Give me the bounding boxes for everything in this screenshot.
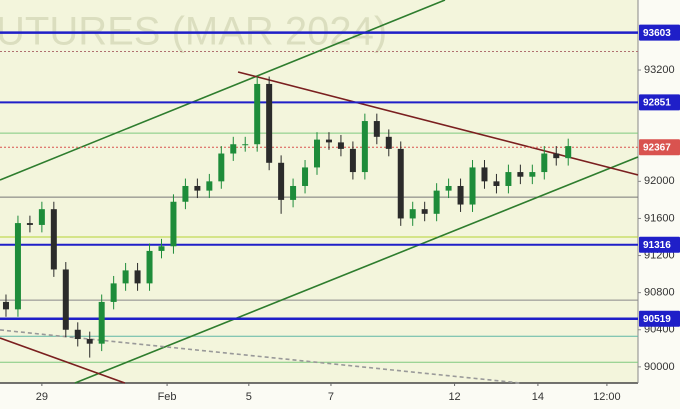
candle-body — [445, 185, 452, 191]
candle-body — [421, 209, 428, 214]
x-tick-label: 12 — [448, 391, 460, 403]
y-tick-label: 90800 — [644, 287, 675, 299]
candle-body — [565, 146, 572, 159]
candle-body — [38, 209, 45, 225]
candle-body — [206, 181, 213, 191]
x-tick-label: Feb — [158, 391, 177, 403]
price-tag-label: 90519 — [643, 314, 671, 325]
candle-body — [182, 185, 189, 202]
price-tag — [639, 310, 680, 327]
candle-body — [62, 269, 69, 330]
candle-body — [2, 301, 9, 310]
price-tag-label: 91316 — [643, 240, 671, 251]
candle-body — [110, 283, 117, 302]
candle-body — [541, 153, 548, 173]
candle-body — [481, 167, 488, 182]
candle-body — [505, 172, 512, 186]
price-tag — [639, 236, 680, 253]
candle-body — [230, 144, 237, 154]
price-tag-label: 92367 — [643, 142, 671, 153]
candle-body — [517, 172, 524, 177]
trendline — [0, 329, 521, 384]
candle-body — [361, 121, 368, 173]
candle-body — [469, 167, 476, 205]
candle-body — [122, 270, 129, 284]
trendline — [0, 337, 126, 384]
candle-body — [314, 139, 321, 168]
candle-body — [26, 223, 33, 225]
axis-background — [638, 0, 680, 409]
candle-body — [14, 223, 21, 310]
x-tick-label: 7 — [328, 391, 334, 403]
candle-body — [134, 270, 141, 284]
x-tick-label: 14 — [532, 391, 544, 403]
candle-body — [409, 209, 416, 219]
y-tick-label: 92000 — [644, 175, 675, 187]
candle-body — [325, 139, 332, 143]
x-tick-label: 5 — [246, 391, 252, 403]
candle-body — [86, 339, 93, 344]
trendline — [237, 71, 639, 176]
y-tick-label: 93200 — [644, 64, 675, 76]
candle-body — [98, 301, 105, 344]
candle-body — [373, 121, 380, 137]
candle-body — [433, 190, 440, 214]
plot-background — [0, 0, 638, 383]
x-tick-label: 12:00 — [593, 391, 621, 403]
candle-body — [242, 144, 249, 146]
candle-body — [218, 153, 225, 182]
x-tick-label: 29 — [36, 391, 48, 403]
y-tick-label: 90000 — [644, 361, 675, 373]
candle-body — [493, 181, 500, 186]
candle-body — [397, 148, 404, 219]
candle-body — [349, 148, 356, 173]
candle-body — [170, 201, 177, 247]
candle-body — [290, 185, 297, 200]
candle-body — [74, 329, 81, 340]
candle-body — [553, 153, 560, 159]
candle-body — [266, 83, 273, 163]
price-tag-label: 93603 — [643, 28, 671, 39]
candle-body — [385, 136, 392, 149]
candle-body — [146, 250, 153, 284]
price-tag — [639, 139, 680, 156]
candle-body — [457, 185, 464, 205]
candle-body — [278, 162, 285, 200]
axis-background — [0, 383, 638, 409]
candle-body — [194, 185, 201, 191]
trendline — [0, 0, 446, 181]
candle-body — [50, 209, 57, 270]
trendline — [74, 156, 639, 384]
candle-body — [158, 246, 165, 251]
price-tag — [639, 94, 680, 111]
price-tag-label: 92851 — [643, 98, 671, 109]
candle-body — [337, 142, 344, 149]
candle-body — [254, 83, 261, 145]
y-tick-label: 91600 — [644, 212, 675, 224]
candle-body — [302, 167, 309, 186]
price-tag — [639, 24, 680, 41]
candle-body — [529, 172, 536, 177]
